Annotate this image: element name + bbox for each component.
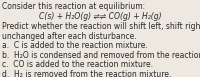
Text: b.  H₂O is condensed and removed from the reaction mixture.: b. H₂O is condensed and removed from the… bbox=[2, 51, 200, 60]
Text: a.  C is added to the reaction mixture.: a. C is added to the reaction mixture. bbox=[2, 41, 148, 50]
Text: unchanged after each disturbance.: unchanged after each disturbance. bbox=[2, 32, 137, 41]
Text: Consider this reaction at equilibrium:: Consider this reaction at equilibrium: bbox=[2, 2, 146, 11]
Text: c.  CO is added to the reaction mixture.: c. CO is added to the reaction mixture. bbox=[2, 60, 153, 69]
Text: Predict whether the reaction will shift left, shift right, or remain: Predict whether the reaction will shift … bbox=[2, 22, 200, 31]
Text: C(s) + H₂O(g) ⇌⇌ CO(g) + H₂(g): C(s) + H₂O(g) ⇌⇌ CO(g) + H₂(g) bbox=[39, 12, 161, 21]
Text: d.  H₂ is removed from the reaction mixture.: d. H₂ is removed from the reaction mixtu… bbox=[2, 70, 172, 77]
